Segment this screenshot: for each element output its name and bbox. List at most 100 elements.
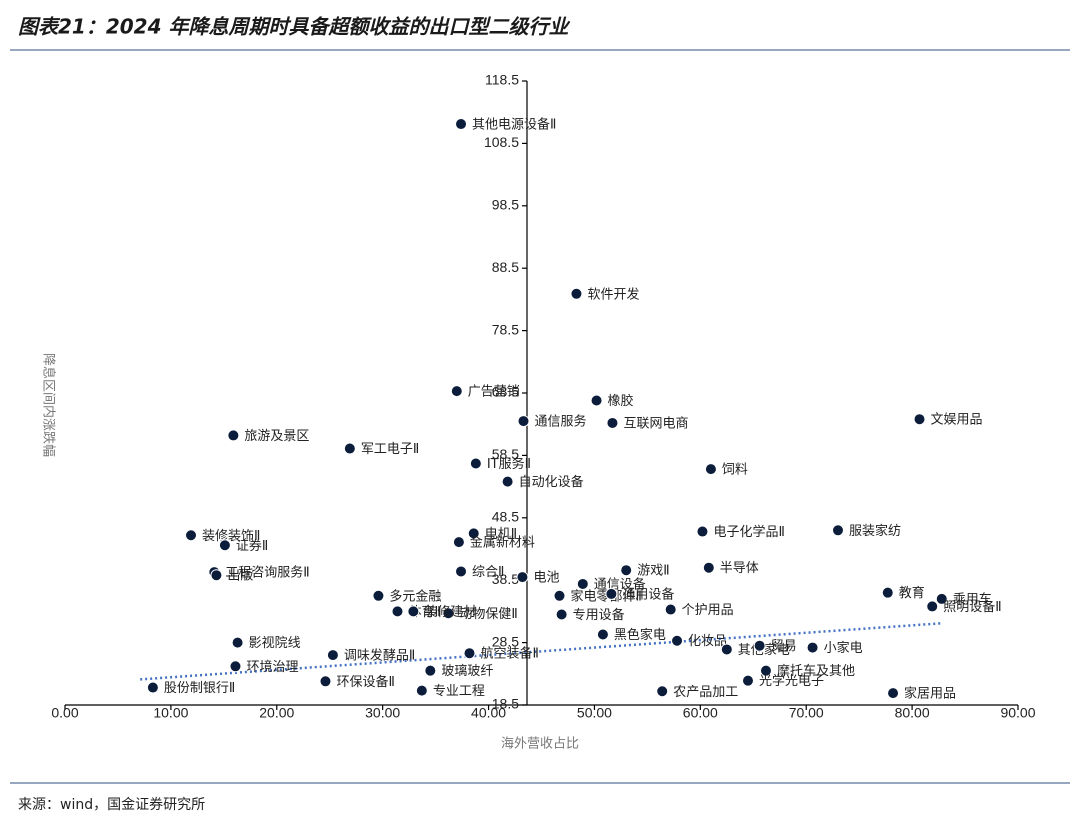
point-label: 玻璃玻纤: [441, 664, 493, 679]
point: [831, 524, 844, 537]
point: [605, 587, 618, 600]
point: [424, 664, 437, 677]
point-label: 橡胶: [608, 393, 634, 409]
point-label: 通信设备: [594, 576, 646, 592]
y-tick-label: 58.5: [492, 446, 519, 462]
point: [319, 675, 332, 688]
point-label: 影视院线: [249, 636, 301, 651]
point-label: IT服务Ⅱ: [487, 456, 531, 472]
point: [415, 684, 428, 697]
point: [553, 589, 566, 602]
y-tick-label: 18.5: [492, 696, 519, 712]
point: [450, 385, 463, 398]
point-label: 饲料: [722, 463, 748, 478]
point-label: 环境治理: [246, 660, 298, 675]
point: [590, 394, 603, 407]
x-tick-label: 30.00: [365, 705, 400, 721]
point-label: 旅游及景区: [244, 429, 309, 444]
point-label: 软件开发: [587, 286, 639, 302]
point: [326, 649, 339, 662]
x-tick-label: 60.00: [683, 705, 718, 721]
point-label: 航空装备Ⅱ: [480, 646, 538, 662]
point: [452, 536, 465, 549]
point: [741, 674, 754, 687]
point: [620, 564, 633, 577]
y-tick-label: 118.5: [485, 72, 519, 88]
point: [753, 639, 766, 652]
x-tick-label: 70.00: [789, 705, 824, 721]
y-tick-label: 48.5: [492, 509, 519, 525]
point: [926, 600, 939, 613]
point: [704, 463, 717, 476]
point: [218, 539, 231, 552]
point: [702, 561, 715, 574]
y-tick-label: 98.5: [492, 197, 519, 213]
y-axis-title: 降息区间内涨跌幅: [41, 353, 57, 457]
x-tick-label: 90.00: [1000, 705, 1035, 721]
point: [343, 442, 356, 455]
x-tick-label: 20.00: [259, 705, 294, 721]
point-label: 电子化学品Ⅱ: [713, 524, 784, 540]
point: [576, 577, 589, 590]
point: [664, 603, 677, 616]
point-label: 装修建材: [424, 605, 476, 620]
point: [231, 636, 244, 649]
point-label: 装修装饰Ⅱ: [202, 529, 260, 544]
x-axis-title: 海外营收占比: [501, 737, 579, 752]
point-label: 教育: [899, 585, 925, 601]
point-label: 家居用品: [904, 686, 956, 702]
point-label: 军工电子Ⅱ: [361, 442, 419, 457]
point: [407, 605, 420, 618]
point: [720, 643, 733, 656]
point: [391, 605, 404, 618]
point: [570, 287, 583, 300]
point: [210, 569, 223, 582]
point-label: 照明设备Ⅱ: [943, 599, 1001, 615]
point-label: 证券Ⅱ: [236, 538, 268, 554]
point: [146, 681, 159, 694]
point-label: 个护用品: [682, 603, 734, 618]
point: [935, 592, 948, 605]
point: [185, 529, 198, 542]
point-label: 电池: [533, 571, 559, 586]
point-label: 综合Ⅱ: [472, 565, 504, 580]
point: [467, 527, 480, 540]
point: [442, 607, 455, 620]
point-label: 工程咨询服务Ⅱ: [225, 565, 309, 581]
point-label: 黑色家电: [614, 627, 666, 643]
point: [469, 457, 482, 470]
point-label: 互联网电商: [623, 416, 688, 431]
point-label: 农产品加工: [673, 685, 738, 700]
point: [671, 634, 684, 647]
point-label: 自动化设备: [519, 474, 584, 490]
point-label: 电机Ⅱ: [485, 527, 517, 542]
point: [455, 118, 468, 131]
point-label: 半导体: [720, 561, 759, 576]
point-label: 通信服务: [534, 414, 586, 430]
trendline: [140, 622, 942, 681]
point-label: 文娱用品: [931, 413, 983, 428]
point: [887, 687, 900, 700]
point: [463, 647, 476, 660]
point: [696, 525, 709, 538]
y-tick-label: 108.5: [484, 134, 519, 150]
point-label: 光学光电子: [759, 673, 824, 689]
y-tick-label: 68.5: [492, 384, 519, 400]
point: [227, 429, 240, 442]
point: [806, 641, 819, 654]
point-label: 其他电源设备Ⅱ: [472, 117, 556, 133]
x-tick-label: 80.00: [895, 705, 930, 721]
point-label: 出版: [227, 569, 253, 584]
point-label: 专业工程: [433, 684, 485, 699]
point: [759, 664, 772, 677]
source: 来源：wind，国金证券研究所: [18, 797, 205, 813]
y-tick-label: 38.5: [492, 571, 519, 587]
point: [229, 660, 242, 673]
y-tick-label: 88.5: [492, 259, 519, 275]
y-tick-label: 28.5: [492, 633, 519, 649]
point-label: 专用设备: [573, 607, 625, 623]
x-tick-label: 10.00: [153, 705, 188, 721]
point-label: 化妆品: [688, 634, 727, 649]
point: [656, 685, 669, 698]
